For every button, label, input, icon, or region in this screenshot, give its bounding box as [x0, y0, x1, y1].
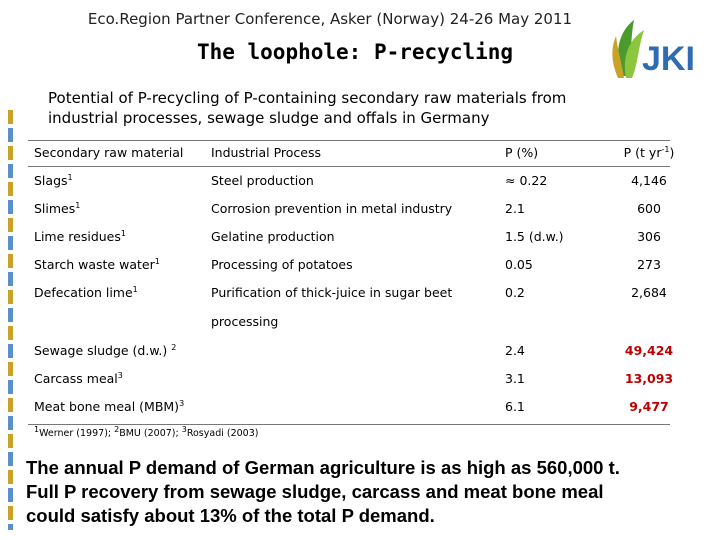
- header-process: Industrial Process: [211, 145, 322, 160]
- table-header-rule: [28, 166, 670, 167]
- summary-text: The annual P demand of German agricultur…: [26, 457, 620, 526]
- header-material: Secondary raw material: [34, 145, 184, 160]
- table-bottom-rule: [28, 424, 670, 425]
- slide-title: The loophole: P-recycling: [196, 40, 514, 64]
- decorative-side-bar: [8, 110, 13, 530]
- slide-subtitle: Potential of P-recycling of P-containing…: [48, 89, 567, 127]
- table-footnote: 1Werner (1997); 2BMU (2007); 3Rosyadi (2…: [34, 424, 259, 439]
- leaf-icon: [612, 20, 644, 78]
- logo-text: JKI: [642, 40, 695, 78]
- jki-logo: JKI: [612, 20, 695, 78]
- header-p-percent: P (%): [505, 145, 539, 160]
- table-top-rule: [28, 140, 670, 141]
- header-p-tons: P (t yr-1): [623, 144, 675, 160]
- conference-header: Eco.Region Partner Conference, Asker (No…: [87, 10, 573, 28]
